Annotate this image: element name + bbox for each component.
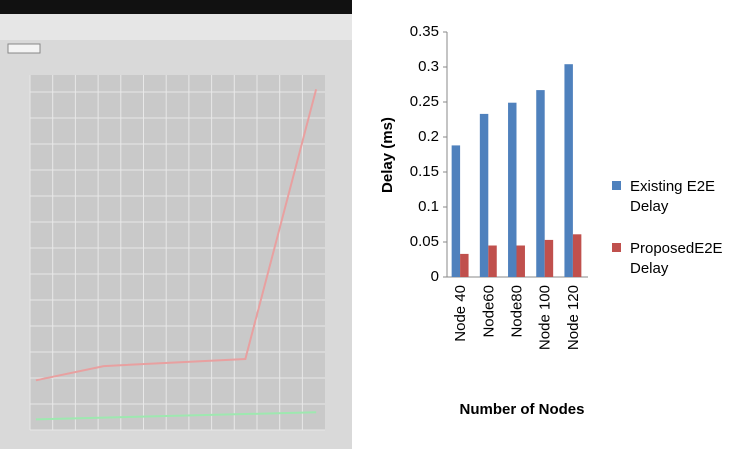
bar bbox=[517, 246, 525, 278]
y-tick-label: 0.3 bbox=[418, 58, 439, 75]
y-axis-title: Delay (ms) bbox=[379, 117, 396, 193]
title-bar bbox=[0, 14, 352, 40]
y-tick-label: 0.1 bbox=[418, 198, 439, 215]
chart: Delay (ms) Number of Nodes 0 0.05 0.1 0.15 0… bbox=[0, 0, 746, 449]
bar bbox=[545, 240, 553, 277]
bar bbox=[564, 64, 572, 277]
x-tick-label: Node 120 bbox=[565, 285, 582, 350]
bar bbox=[452, 145, 460, 277]
x-tick-label: Node 100 bbox=[537, 285, 554, 350]
y-tick-label: 0.05 bbox=[410, 233, 439, 250]
y-tick-label: 0.2 bbox=[418, 128, 439, 145]
legend-label: Existing E2E Delay bbox=[630, 177, 740, 217]
x-tick-label: Node80 bbox=[508, 285, 525, 338]
y-tick-label: 0.35 bbox=[410, 23, 439, 40]
y-tick-label: 0 bbox=[431, 268, 439, 285]
toolbar-buttons[interactable] bbox=[8, 44, 40, 53]
x-axis-title: Number of Nodes bbox=[459, 401, 584, 418]
y-tick-label: 0.15 bbox=[410, 163, 439, 180]
plot-area bbox=[30, 75, 325, 430]
bar bbox=[573, 234, 581, 277]
bar bbox=[488, 246, 496, 278]
top-bar bbox=[0, 0, 352, 14]
page: Delay (ms) Number of Nodes 0 0.05 0.1 0.15 0… bbox=[0, 0, 746, 449]
bar bbox=[508, 103, 516, 277]
bar bbox=[460, 254, 468, 277]
x-tick-label: Node60 bbox=[480, 285, 497, 338]
bar bbox=[536, 90, 544, 277]
bar bbox=[480, 114, 488, 277]
y-tick-label: 0.25 bbox=[410, 93, 439, 110]
legend-swatch bbox=[612, 243, 621, 252]
x-tick-label: Node 40 bbox=[452, 285, 469, 342]
legend-label: ProposedE2E Delay bbox=[630, 239, 740, 279]
legend-swatch bbox=[612, 181, 621, 190]
